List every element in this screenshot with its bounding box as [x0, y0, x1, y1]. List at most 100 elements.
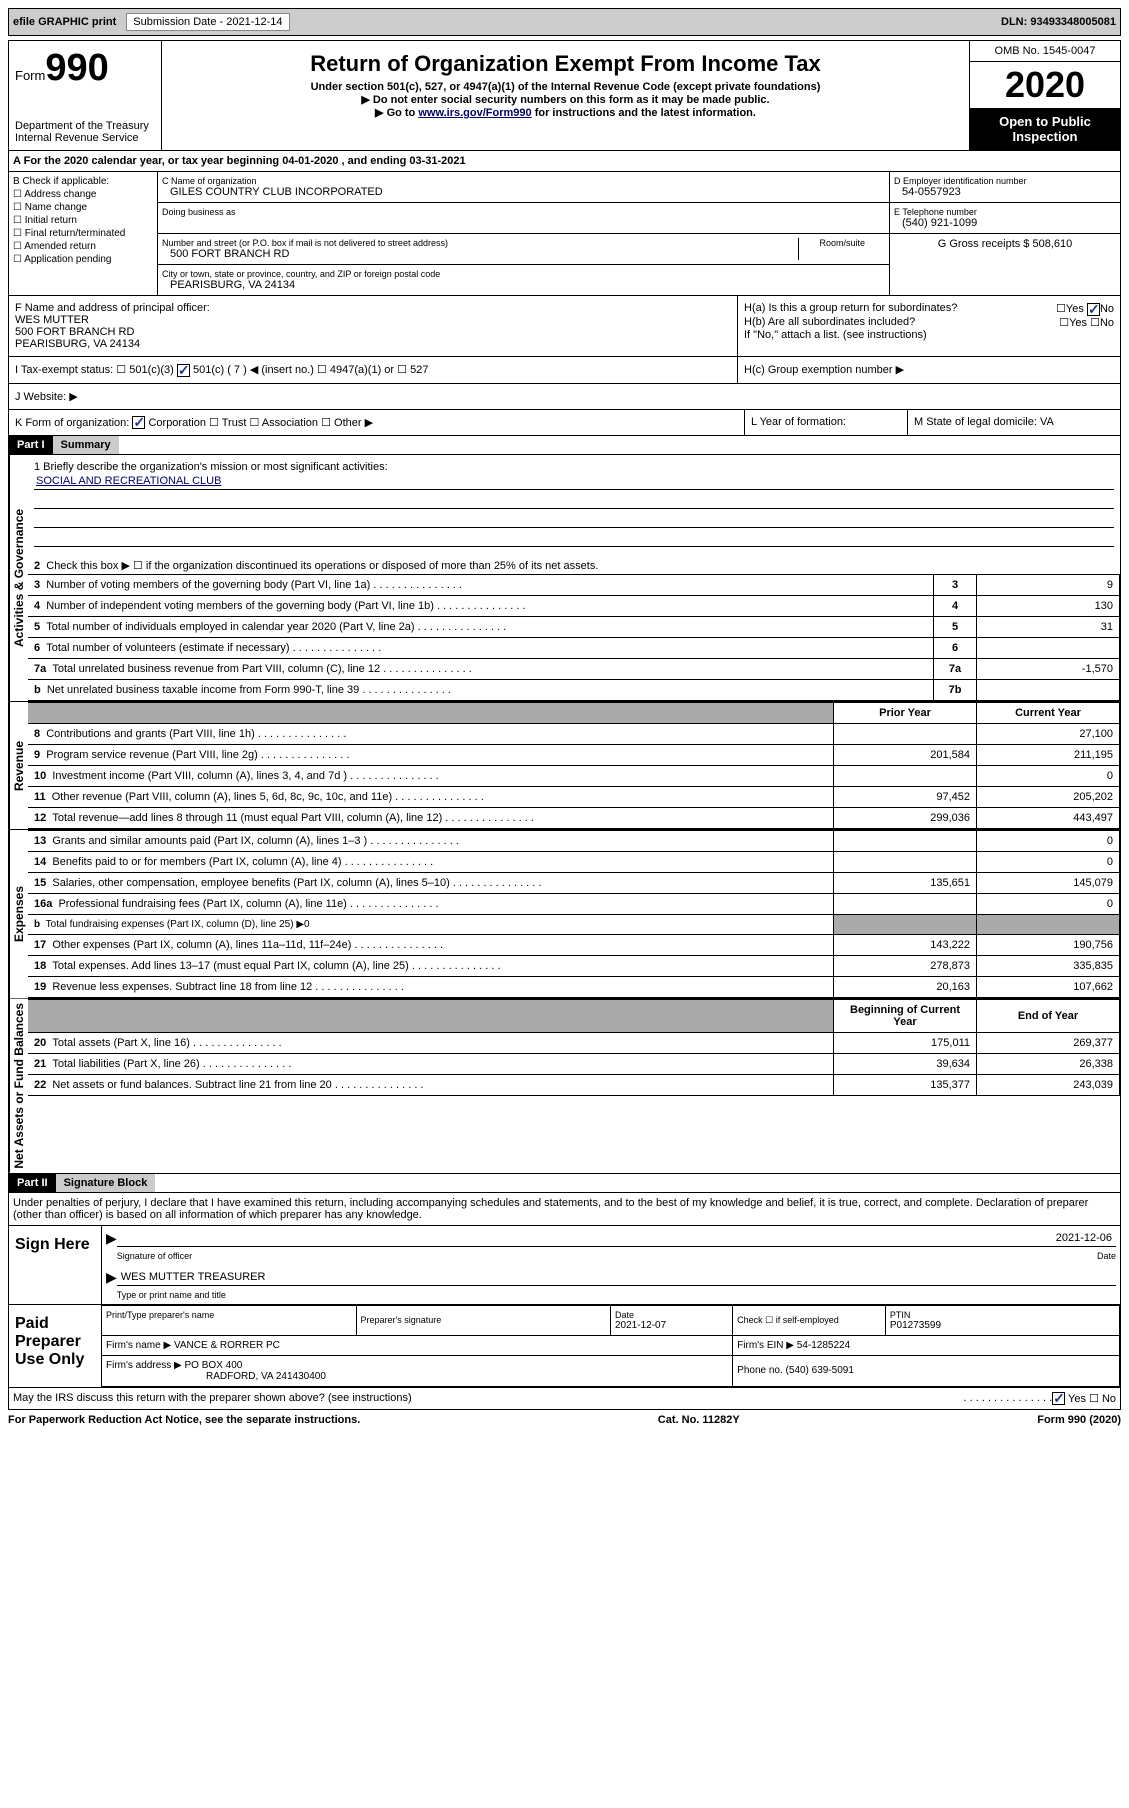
cb-final[interactable]: ☐ Final return/terminated	[13, 228, 153, 239]
omb-number: OMB No. 1545-0047	[970, 41, 1120, 62]
cb-initial[interactable]: ☐ Initial return	[13, 215, 153, 226]
q1-label: 1 Briefly describe the organization's mi…	[34, 461, 1114, 473]
check-b-label: B Check if applicable:	[13, 176, 153, 187]
exempt-501c-check[interactable]	[177, 364, 190, 377]
irs-label: Internal Revenue Service	[15, 132, 155, 144]
exempt-501c: 501(c) ( 7 ) ◀ (insert no.)	[193, 364, 314, 376]
col-c: C Name of organization GILES COUNTRY CLU…	[158, 172, 889, 295]
cb-amended[interactable]: ☐ Amended return	[13, 241, 153, 252]
discuss-dots	[964, 1392, 1053, 1406]
discuss-yes-check[interactable]	[1052, 1392, 1065, 1405]
prep-row3: Firm's address ▶ PO BOX 400RADFORD, VA 2…	[102, 1355, 1120, 1386]
k-trust[interactable]: Trust	[222, 417, 247, 429]
revenue-section: Revenue Prior YearCurrent Year8 Contribu…	[8, 702, 1121, 830]
dept-treasury: Department of the Treasury	[15, 120, 155, 132]
q1-block: 1 Briefly describe the organization's mi…	[28, 455, 1120, 557]
header-bar: efile GRAPHIC print Submission Date - 20…	[8, 8, 1121, 36]
phone-value: (540) 921-1099	[894, 217, 1116, 229]
expenses-content: 13 Grants and similar amounts paid (Part…	[28, 830, 1120, 998]
hb-note: If "No," attach a list. (see instruction…	[744, 329, 1114, 341]
hc-cell: H(c) Group exemption number ▶	[738, 357, 1120, 383]
sig-name-label: Type or print name and title	[117, 1290, 1116, 1300]
cb-initial-label: Initial return	[25, 215, 77, 226]
form-header: Form990 Department of the Treasury Inter…	[8, 40, 1121, 151]
table-row: Beginning of Current YearEnd of Year	[28, 1000, 1120, 1033]
table-row: 18 Total expenses. Add lines 13–17 (must…	[28, 956, 1120, 977]
form-center: Return of Organization Exempt From Incom…	[162, 41, 969, 150]
sig-arrow2: ▶	[106, 1269, 117, 1300]
sign-content: ▶ 2021-12-06 Signature of officer Date ▶…	[101, 1226, 1120, 1304]
ptin-label: PTIN	[890, 1310, 1115, 1320]
sig-labels1: Signature of officer Date	[117, 1251, 1116, 1261]
addr-label: Number and street (or P.O. box if mail i…	[162, 238, 798, 248]
k-corp-check[interactable]	[132, 416, 145, 429]
prep-date: 2021-12-07	[615, 1320, 728, 1331]
footer-left: For Paperwork Reduction Act Notice, see …	[8, 1414, 360, 1426]
form-title: Return of Organization Exempt From Incom…	[168, 51, 963, 77]
penalty-text: Under penalties of perjury, I declare th…	[8, 1193, 1121, 1226]
table-row: 20 Total assets (Part X, line 16)175,011…	[28, 1033, 1120, 1054]
cb-pending[interactable]: ☐ Application pending	[13, 254, 153, 265]
k-label: K Form of organization:	[15, 417, 129, 429]
cell-phone: E Telephone number (540) 921-1099	[890, 203, 1120, 234]
table-row: 7a Total unrelated business revenue from…	[28, 659, 1120, 680]
section-i: I Tax-exempt status: ☐ 501(c)(3) 501(c) …	[8, 357, 1121, 384]
cell-city: City or town, state or province, country…	[158, 265, 889, 295]
hb-yes[interactable]: Yes	[1069, 317, 1087, 329]
firm-ein-label: Firm's EIN ▶	[737, 1340, 794, 1351]
l-label: L Year of formation:	[751, 416, 846, 428]
side-governance: Activities & Governance	[9, 455, 28, 701]
prep-check[interactable]: Check ☐ if self-employed	[737, 1315, 881, 1326]
firm-phone: (540) 639-5091	[786, 1365, 854, 1376]
part2-header: Part IISignature Block	[8, 1174, 1121, 1193]
governance-section: Activities & Governance 1 Briefly descri…	[8, 455, 1121, 702]
discuss-q: May the IRS discuss this return with the…	[13, 1392, 964, 1406]
line-blank2	[34, 513, 1114, 528]
expenses-section: Expenses 13 Grants and similar amounts p…	[8, 830, 1121, 999]
ha-label: H(a) Is this a group return for subordin…	[744, 302, 1056, 316]
tax-year: 2020	[970, 62, 1120, 108]
footer-center: Cat. No. 11282Y	[658, 1414, 740, 1426]
m-label: M State of legal domicile: VA	[914, 416, 1054, 428]
sig-officer-label: Signature of officer	[117, 1251, 1097, 1261]
f-label: F Name and address of principal officer:	[15, 302, 731, 314]
efile-label[interactable]: efile GRAPHIC print	[13, 16, 116, 28]
form990-link[interactable]: www.irs.gov/Form990	[418, 107, 531, 119]
hb-label: H(b) Are all subordinates included?	[744, 316, 1059, 329]
form-note2: ▶ Go to www.irs.gov/Form990 for instruct…	[168, 106, 963, 119]
sig-row1: ▶ 2021-12-06 Signature of officer Date	[106, 1230, 1116, 1261]
submission-date[interactable]: Submission Date - 2021-12-14	[126, 13, 289, 31]
table-row: 8 Contributions and grants (Part VIII, l…	[28, 724, 1120, 745]
table-row: 13 Grants and similar amounts paid (Part…	[28, 831, 1120, 852]
preparer-content: Print/Type preparer's name Preparer's si…	[101, 1305, 1120, 1387]
exempt-4947[interactable]: 4947(a)(1) or	[330, 364, 394, 376]
sig-row2: ▶ WES MUTTER TREASURER Type or print nam…	[106, 1269, 1116, 1300]
exempt-501c3[interactable]: 501(c)(3)	[129, 364, 174, 376]
table-row: b Net unrelated business taxable income …	[28, 680, 1120, 701]
cell-addr: Number and street (or P.O. box if mail i…	[158, 234, 889, 265]
footer-right: Form 990 (2020)	[1037, 1414, 1121, 1426]
part1-title: Summary	[53, 436, 119, 454]
part2-label: Part II	[9, 1174, 56, 1192]
k-other[interactable]: Other ▶	[334, 417, 373, 429]
cb-address[interactable]: ☐ Address change	[13, 189, 153, 200]
ha-yes[interactable]: Yes	[1066, 303, 1084, 315]
firm-addr-label: Firm's address ▶	[106, 1360, 182, 1371]
period-prefix: A	[13, 155, 21, 167]
dba-value	[162, 217, 885, 229]
note2-post: for instructions and the latest informat…	[532, 107, 756, 119]
hb-no[interactable]: No	[1100, 317, 1114, 329]
i-label: I Tax-exempt status:	[15, 364, 113, 376]
k-assoc[interactable]: Association	[262, 417, 318, 429]
cb-name[interactable]: ☐ Name change	[13, 202, 153, 213]
firm-phone-label: Phone no.	[737, 1365, 783, 1376]
ha-no-check[interactable]	[1087, 303, 1100, 316]
exempt-527[interactable]: 527	[410, 364, 428, 376]
public-inspection: Open to Public Inspection	[970, 108, 1120, 150]
form-note1: ▶ Do not enter social security numbers o…	[168, 93, 963, 106]
discuss-no[interactable]: No	[1102, 1393, 1116, 1405]
m-cell: M State of legal domicile: VA	[907, 410, 1120, 436]
org-name: GILES COUNTRY CLUB INCORPORATED	[162, 186, 885, 198]
firm-name: VANCE & RORRER PC	[174, 1340, 280, 1351]
table-row: 4 Number of independent voting members o…	[28, 596, 1120, 617]
